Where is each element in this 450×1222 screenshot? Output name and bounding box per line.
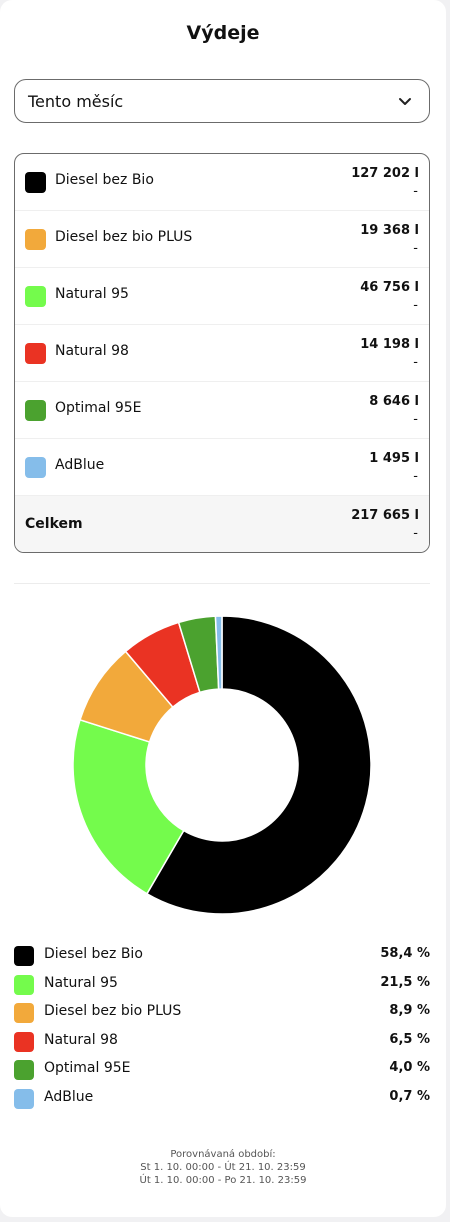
fuel-change: -: [413, 298, 418, 313]
legend-label: Diesel bez bio PLUS: [44, 1003, 182, 1020]
comparison-period-1: St 1. 10. 00:00 - Út 21. 10. 23:59: [140, 1162, 306, 1173]
table-row: Natural 98 14 198 l -: [15, 325, 429, 382]
table-row: AdBlue 1 495 l -: [15, 439, 429, 496]
fuel-change: -: [413, 184, 418, 199]
fuel-name: Optimal 95E: [55, 400, 142, 416]
total-label: Celkem: [25, 516, 83, 532]
fuel-change: -: [413, 412, 418, 427]
legend-item: Natural 95 21,5 %: [14, 972, 430, 1001]
fuel-volume: 14 198 l: [360, 337, 419, 352]
chart-legend: Diesel bez Bio 58,4 % Natural 95 21,5 % Dies…: [14, 943, 430, 1115]
donut-slice-diesel-bez-bio[interactable]: [145, 615, 372, 915]
table-total-row: Celkem 217 665 l -: [15, 496, 429, 552]
legend-label: Diesel bez Bio: [44, 946, 143, 962]
chevron-down-icon: [399, 98, 411, 105]
legend-swatch: [14, 1060, 34, 1081]
fuel-name: Natural 98: [55, 343, 129, 359]
legend-percentage: 6,5 %: [389, 1031, 430, 1047]
table-row: Diesel bez Bio 127 202 l -: [15, 154, 429, 211]
fuel-volume: 8 646 l: [369, 394, 419, 409]
legend-label: AdBlue: [44, 1088, 94, 1105]
color-swatch: [25, 343, 46, 364]
period-select[interactable]: Tento měsíc: [14, 79, 430, 123]
legend-item: AdBlue 0,7 %: [14, 1086, 430, 1115]
section-divider: [14, 583, 430, 584]
legend-swatch: [14, 974, 34, 995]
legend-swatch: [14, 1088, 34, 1109]
comparison-period-2: Út 1. 10. 00:00 - Po 21. 10. 23:59: [139, 1175, 307, 1186]
legend-swatch: [14, 1003, 34, 1024]
donut-slice-natural-95[interactable]: [72, 718, 185, 895]
total-volume: 217 665 l: [351, 508, 419, 523]
comparison-periods: Porovnávaná období: St 1. 10. 00:00 - Út…: [0, 1148, 446, 1187]
comparison-label: Porovnávaná období:: [170, 1149, 276, 1160]
legend-percentage: 58,4 %: [380, 946, 430, 961]
legend-percentage: 21,5 %: [380, 974, 430, 990]
fuel-volume: 46 756 l: [360, 280, 419, 295]
fuel-change: -: [413, 469, 418, 484]
page-title: Výdeje: [186, 22, 260, 44]
legend-item: Optimal 95E 4,0 %: [14, 1057, 430, 1086]
table-row: Diesel bez bio PLUS 19 368 l -: [15, 211, 429, 268]
legend-label: Natural 95: [44, 974, 118, 991]
fuel-volume: 19 368 l: [360, 223, 419, 238]
legend-swatch: [14, 946, 34, 966]
legend-percentage: 0,7 %: [389, 1088, 430, 1104]
donut-slice-adblue[interactable]: [214, 615, 223, 690]
legend-label: Optimal 95E: [44, 1060, 131, 1077]
legend-percentage: 8,9 %: [389, 1003, 430, 1019]
fuel-volume: 127 202 l: [351, 166, 419, 181]
fuel-volume: 1 495 l: [369, 451, 419, 466]
fuel-name: Diesel bez bio PLUS: [55, 229, 193, 245]
color-swatch: [25, 229, 46, 250]
fuel-change: -: [413, 355, 418, 370]
donut-chart: [72, 615, 372, 915]
legend-label: Natural 98: [44, 1031, 118, 1048]
summary-table: Diesel bez Bio 127 202 l - Diesel bez bi…: [14, 153, 430, 553]
fuel-name: Natural 95: [55, 286, 129, 302]
period-select-value: Tento měsíc: [28, 91, 124, 111]
color-swatch: [25, 457, 46, 478]
legend-item: Diesel bez Bio 58,4 %: [14, 943, 430, 972]
color-swatch: [25, 400, 46, 421]
color-swatch: [25, 172, 46, 193]
legend-percentage: 4,0 %: [389, 1060, 430, 1076]
legend-item: Natural 98 6,5 %: [14, 1029, 430, 1058]
fuel-name: AdBlue: [55, 457, 105, 473]
fuel-change: -: [413, 241, 418, 256]
total-change: -: [413, 526, 418, 541]
fuel-name: Diesel bez Bio: [55, 172, 154, 188]
legend-item: Diesel bez bio PLUS 8,9 %: [14, 1000, 430, 1029]
legend-swatch: [14, 1031, 34, 1052]
table-row: Optimal 95E 8 646 l -: [15, 382, 429, 439]
color-swatch: [25, 286, 46, 307]
table-row: Natural 95 46 756 l -: [15, 268, 429, 325]
